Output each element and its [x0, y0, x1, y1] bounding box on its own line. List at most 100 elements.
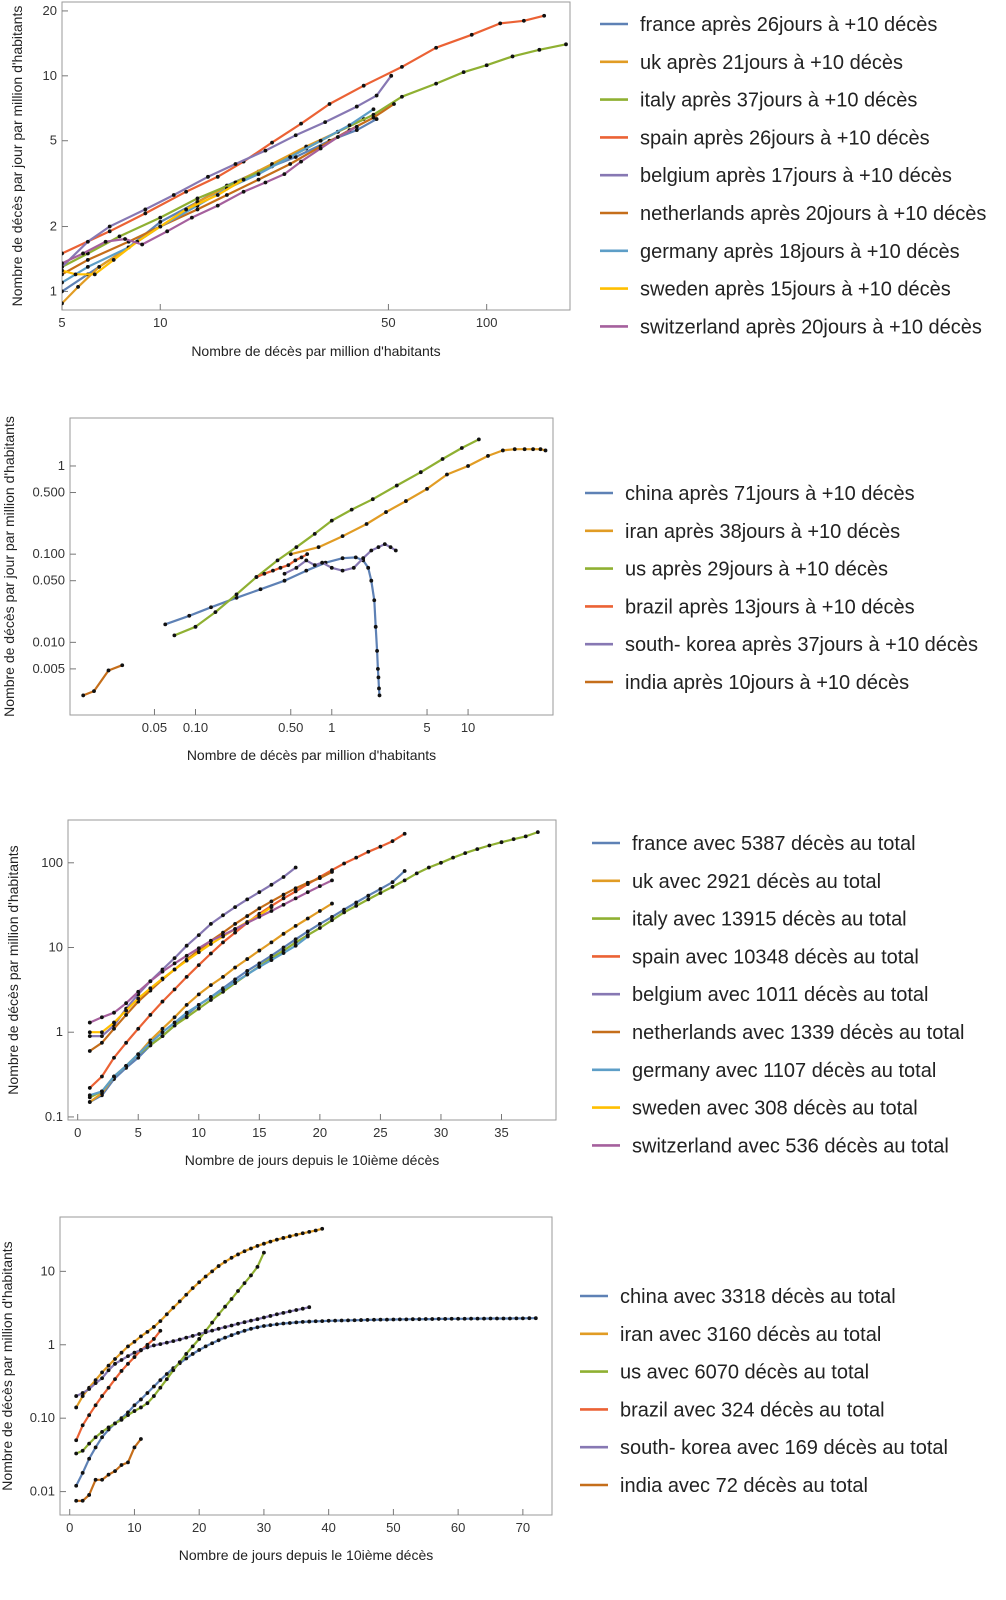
x-tick-label: 20 — [313, 1125, 327, 1140]
legend-label: spain après 26jours à +10 décès — [640, 127, 930, 149]
x-tick-label: 30 — [257, 1520, 271, 1535]
data-point — [242, 1281, 247, 1286]
data-point — [316, 545, 321, 550]
data-point — [113, 1377, 117, 1382]
data-point — [293, 940, 298, 945]
data-point — [197, 1280, 202, 1285]
data-point — [87, 1493, 92, 1497]
data-point — [190, 1334, 195, 1338]
data-point — [262, 1241, 266, 1246]
data-point — [487, 843, 492, 848]
data-point — [299, 159, 303, 164]
data-point — [223, 1335, 227, 1340]
data-point — [278, 565, 283, 570]
plot-frame — [61, 1, 571, 311]
data-point — [293, 943, 298, 948]
data-point — [93, 1403, 98, 1408]
data-point — [317, 921, 322, 926]
data-point — [165, 229, 170, 234]
data-point — [445, 472, 449, 477]
data-point — [158, 224, 163, 229]
y-axis-label: Nombre de décès par jour par million d'h… — [9, 6, 25, 307]
data-point — [106, 1363, 111, 1368]
data-point — [281, 951, 286, 955]
data-point — [92, 272, 97, 277]
y-tick-label: 10 — [49, 940, 63, 955]
data-point — [366, 897, 371, 902]
data-point — [388, 545, 393, 550]
plot-frame — [69, 417, 554, 716]
data-point — [436, 1317, 441, 1321]
data-point — [359, 1318, 363, 1322]
data-point — [254, 575, 259, 579]
data-point — [340, 568, 345, 573]
data-point — [208, 938, 213, 943]
data-point — [374, 117, 379, 121]
data-point — [330, 878, 334, 883]
data-point — [85, 239, 90, 244]
data-point — [233, 980, 238, 985]
legend-label: france avec 5387 décès au total — [632, 833, 916, 855]
data-point — [434, 81, 439, 86]
data-point — [466, 464, 470, 468]
data-point — [93, 1445, 98, 1450]
data-point — [208, 942, 213, 946]
legend-label: belgium après 17jours à +10 décès — [640, 165, 952, 187]
data-point — [236, 1321, 240, 1326]
data-point — [233, 162, 238, 166]
x-tick-label: 1 — [328, 720, 335, 735]
data-point — [269, 882, 274, 887]
data-point — [500, 448, 505, 453]
data-point — [234, 595, 239, 600]
data-point — [417, 1317, 422, 1322]
data-point — [62, 261, 64, 266]
data-point — [499, 840, 504, 845]
data-point — [402, 869, 407, 873]
data-point — [87, 1413, 92, 1418]
data-point — [160, 976, 165, 981]
y-tick-label: 10 — [41, 1263, 55, 1278]
data-point — [145, 1342, 150, 1347]
data-point — [439, 860, 443, 865]
data-point — [376, 666, 380, 671]
data-point — [62, 268, 64, 273]
x-tick-label: 70 — [516, 1520, 530, 1535]
data-point — [258, 587, 263, 592]
data-point — [318, 138, 323, 143]
data-point — [172, 967, 177, 972]
legend-label: germany avec 1107 décès au total — [632, 1060, 936, 1082]
data-point — [87, 1100, 92, 1104]
data-point — [233, 930, 238, 935]
data-point — [106, 1368, 111, 1373]
data-point — [136, 996, 141, 1001]
data-point — [400, 94, 404, 99]
data-point — [148, 1013, 153, 1017]
data-point — [268, 1314, 273, 1318]
data-point — [93, 1381, 98, 1386]
data-point — [354, 855, 359, 860]
series-line-1 — [290, 448, 546, 556]
data-point — [74, 1451, 79, 1456]
data-point — [197, 1337, 202, 1341]
data-point — [229, 1297, 234, 1301]
data-point — [369, 548, 374, 553]
data-point — [151, 1325, 156, 1329]
data-point — [495, 1316, 499, 1321]
data-point — [139, 1348, 143, 1352]
data-point — [354, 124, 359, 129]
data-point — [400, 65, 404, 69]
data-point — [281, 931, 286, 936]
data-point — [172, 633, 177, 638]
data-point — [106, 1472, 111, 1477]
data-point — [242, 1320, 247, 1325]
data-point — [216, 1312, 221, 1317]
data-point — [293, 133, 298, 138]
data-point — [119, 1358, 124, 1362]
data-point — [74, 1394, 79, 1398]
data-point — [320, 560, 325, 565]
data-point — [349, 507, 354, 512]
x-tick-label: 10 — [127, 1520, 141, 1535]
data-point — [307, 1319, 312, 1324]
data-point — [242, 1249, 247, 1254]
data-point — [317, 876, 322, 880]
